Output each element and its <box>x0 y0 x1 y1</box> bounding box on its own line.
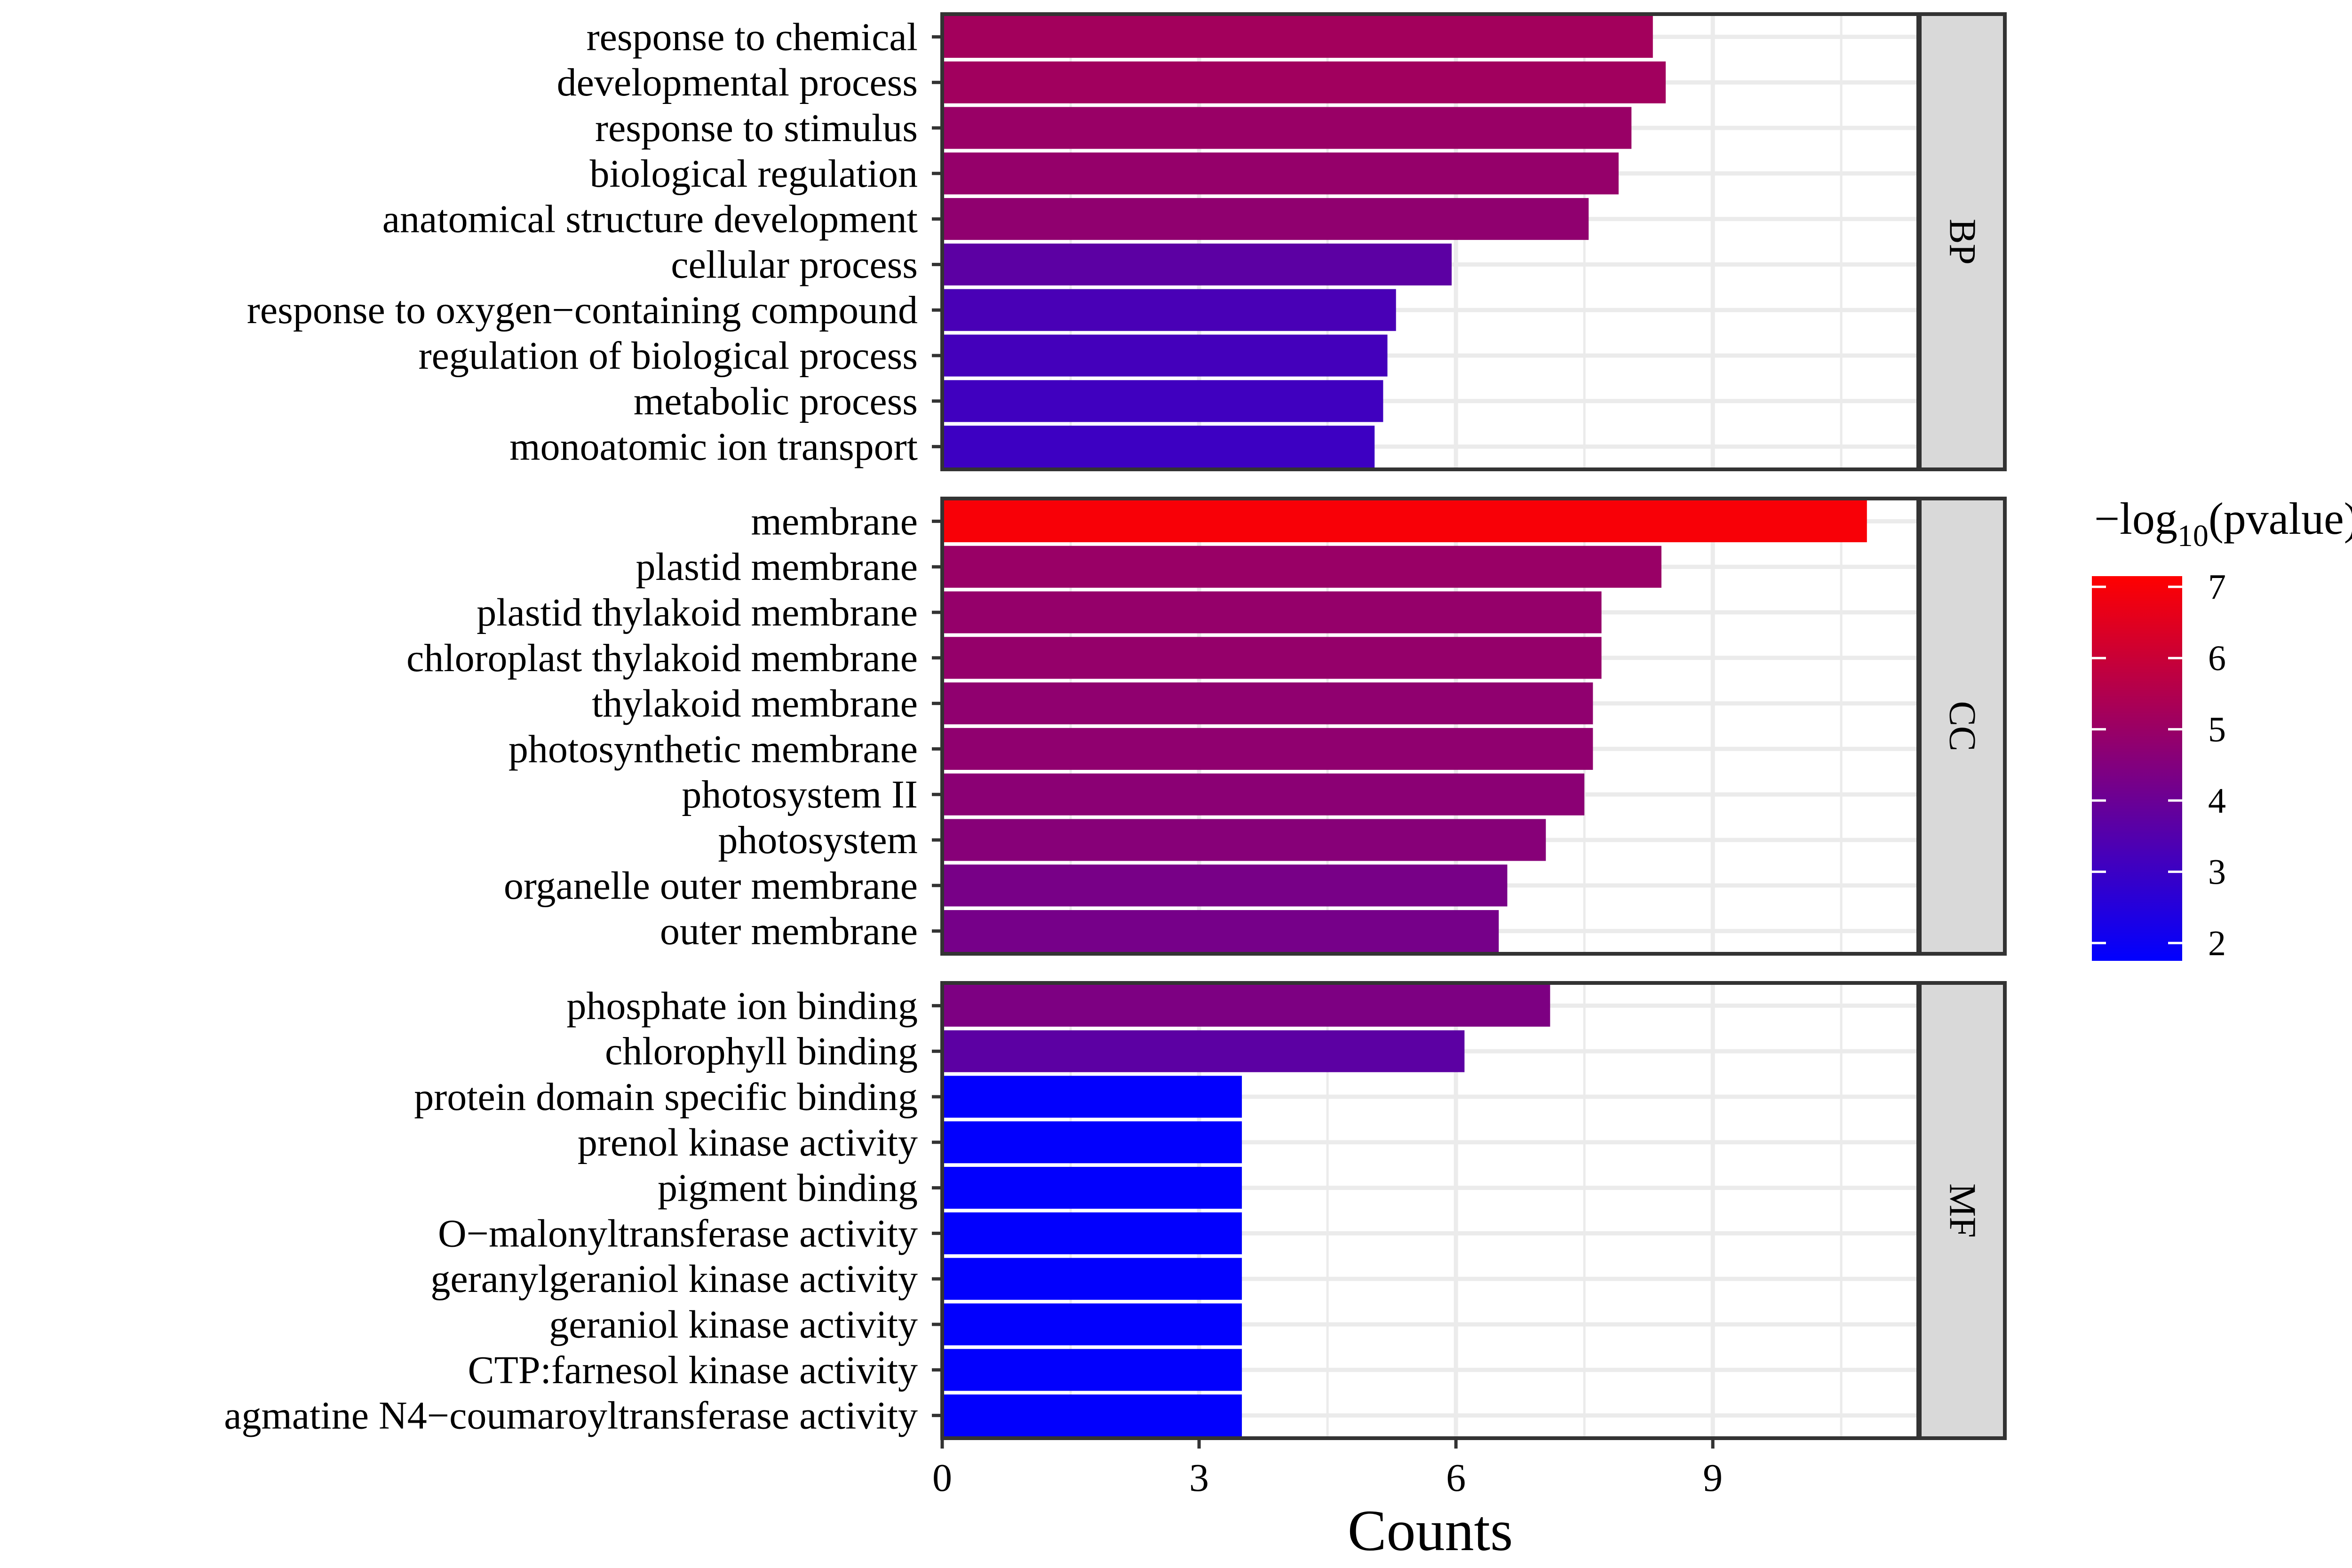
category-label: prenol kinase activity <box>578 1121 918 1164</box>
x-tick-label: 0 <box>932 1456 952 1500</box>
category-label: chlorophyll binding <box>605 1029 918 1073</box>
bar <box>942 864 1508 907</box>
legend-colorbar <box>2092 576 2182 961</box>
color-legend: −log10(pvalue) 7 6 5 4 3 2 <box>2092 493 2352 963</box>
bar <box>942 1076 1242 1118</box>
category-label: pigment binding <box>658 1166 918 1210</box>
legend-title: −log10(pvalue) <box>2094 493 2352 553</box>
category-label: photosystem <box>718 818 918 862</box>
category-label: CTP:farnesol kinase activity <box>468 1348 918 1392</box>
bar <box>942 334 1388 377</box>
bar <box>942 1258 1242 1300</box>
category-label: plastid thylakoid membrane <box>477 591 918 634</box>
category-label: outer membrane <box>660 910 918 953</box>
bar <box>942 546 1661 588</box>
category-label: photosynthetic membrane <box>509 727 918 771</box>
category-label: plastid membrane <box>636 545 918 589</box>
category-label: organelle outer membrane <box>504 864 918 908</box>
legend-tick-label: 6 <box>2208 639 2226 678</box>
category-label: photosystem II <box>682 773 918 816</box>
facet-strip <box>1918 981 2007 1440</box>
category-label: chloroplast thylakoid membrane <box>406 636 918 680</box>
bar <box>942 152 1619 195</box>
legend-tick-label: 5 <box>2208 710 2226 750</box>
facet-strip-label: BP <box>1942 219 1983 265</box>
legend-title-suffix: (pvalue) <box>2209 493 2352 544</box>
bar <box>942 16 1653 58</box>
bar <box>942 426 1375 468</box>
facet-strip <box>1918 497 2007 956</box>
category-label: geraniol kinase activity <box>549 1303 918 1346</box>
bar <box>942 682 1593 725</box>
bar <box>942 243 1452 285</box>
category-label: anatomical structure development <box>382 198 918 241</box>
bar <box>942 728 1593 770</box>
category-label: O−malonyltransferase activity <box>438 1212 918 1255</box>
facet-strip <box>1918 12 2007 471</box>
category-label: response to oxygen−containing compound <box>247 288 918 332</box>
bar <box>942 1167 1242 1209</box>
bar <box>942 984 1550 1027</box>
category-label: cellular process <box>671 243 918 286</box>
legend-title-prefix: −log <box>2094 493 2177 544</box>
bar <box>942 61 1666 103</box>
bar <box>942 198 1589 240</box>
category-label: metabolic process <box>634 380 918 423</box>
category-label: protein domain specific binding <box>414 1075 918 1119</box>
category-label: thylakoid membrane <box>592 682 918 726</box>
legend-tick-label: 7 <box>2208 568 2226 607</box>
bar <box>942 637 1602 679</box>
x-tick-label: 6 <box>1446 1456 1466 1500</box>
category-label: biological regulation <box>590 152 918 196</box>
bar <box>942 1121 1242 1164</box>
bar <box>942 1030 1465 1072</box>
category-label: monoatomic ion transport <box>509 425 918 469</box>
x-tick-label: 9 <box>1703 1456 1723 1500</box>
facet-strip-label: CC <box>1942 701 1983 752</box>
bar <box>942 1394 1242 1437</box>
bar <box>942 591 1602 634</box>
bar <box>942 910 1499 952</box>
bar <box>942 1303 1242 1346</box>
bar <box>942 500 1867 542</box>
category-label: response to chemical <box>587 15 918 59</box>
legend-tick-label: 2 <box>2208 924 2226 963</box>
bar <box>942 819 1546 861</box>
facet-strip-label: MF <box>1942 1183 1983 1238</box>
legend-tick-label: 3 <box>2208 853 2226 892</box>
bar <box>942 380 1383 422</box>
bar <box>942 1349 1242 1391</box>
category-label: phosphate ion binding <box>566 984 918 1028</box>
legend-title-subscript: 10 <box>2177 519 2209 553</box>
x-axis: 0 3 6 9 Counts <box>932 1438 1723 1563</box>
category-label: response to stimulus <box>595 106 918 150</box>
x-tick-label: 3 <box>1189 1456 1209 1500</box>
legend-tick-label: 4 <box>2208 781 2226 821</box>
category-label: developmental process <box>557 61 918 104</box>
bar <box>942 107 1632 149</box>
category-label: agmatine N4−coumaroyltransferase activit… <box>224 1394 918 1438</box>
x-axis-title: Counts <box>1348 1498 1513 1563</box>
category-label: membrane <box>751 499 918 543</box>
category-label: geranylgeraniol kinase activity <box>430 1257 918 1301</box>
bar <box>942 289 1396 331</box>
category-label: regulation of biological process <box>419 334 918 378</box>
bar <box>942 1212 1242 1254</box>
bar <box>942 773 1585 816</box>
